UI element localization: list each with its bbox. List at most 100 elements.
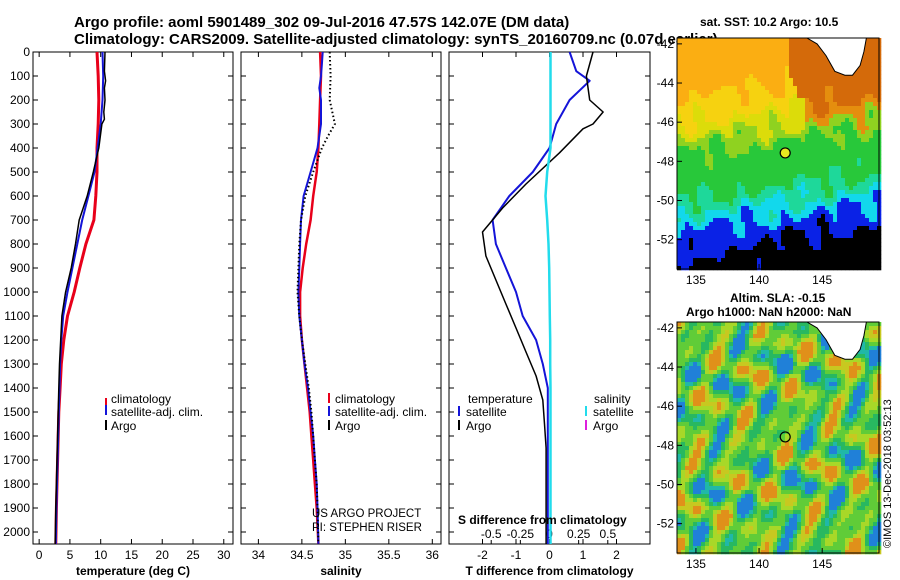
map-cell [793, 266, 798, 271]
map-cell [713, 374, 718, 379]
map-cell [749, 386, 754, 391]
map-cell [797, 202, 802, 207]
map-cell [865, 206, 870, 211]
map-cell [689, 414, 694, 419]
map-cell [833, 430, 838, 435]
map-cell [765, 54, 770, 59]
x-axis-label: temperature (deg C) [76, 564, 190, 578]
map-cell [829, 374, 834, 379]
map-cell [773, 170, 778, 175]
map-cell [709, 74, 714, 79]
map-cell [689, 326, 694, 331]
map-cell [705, 102, 710, 107]
map-cell [681, 42, 686, 47]
map-cell [781, 106, 786, 111]
map-cell [789, 446, 794, 451]
map-cell [813, 338, 818, 343]
map-cell [793, 250, 798, 255]
map-cell [861, 182, 866, 187]
map-cell [849, 82, 854, 87]
map-cell [829, 94, 834, 99]
map-cell [689, 250, 694, 255]
map-cell [841, 118, 846, 123]
map-cell [785, 402, 790, 407]
map-cell [709, 154, 714, 159]
map-cell [857, 154, 862, 159]
map-cell [709, 426, 714, 431]
map-cell [865, 218, 870, 223]
map-cell [697, 174, 702, 179]
map-cell [681, 250, 686, 255]
map-cell [709, 186, 714, 191]
map-cell [817, 150, 822, 155]
map-cell [701, 86, 706, 91]
map-cell [697, 382, 702, 387]
map-cell [857, 226, 862, 231]
map-cell [853, 446, 858, 451]
map-cell [761, 386, 766, 391]
map-cell [777, 438, 782, 443]
map-cell [741, 322, 746, 327]
map-cell [721, 70, 726, 75]
map-cell [773, 386, 778, 391]
map-cell [809, 106, 814, 111]
map-cell [721, 146, 726, 151]
map-cell [753, 450, 758, 455]
map-cell [821, 238, 826, 243]
map-cell [813, 350, 818, 355]
map-cell [705, 246, 710, 251]
map-cell [693, 450, 698, 455]
map-cell [789, 330, 794, 335]
map-cell [677, 434, 682, 439]
map-cell [701, 90, 706, 95]
map-cell [713, 458, 718, 463]
map-cell [741, 366, 746, 371]
map-cell [841, 366, 846, 371]
map-cell [857, 262, 862, 267]
map-cell [697, 402, 702, 407]
map-cell [681, 258, 686, 263]
map-cell [725, 418, 730, 423]
map-cell [841, 398, 846, 403]
map-cell [769, 154, 774, 159]
map-cell [689, 90, 694, 95]
map-cell [789, 190, 794, 195]
map-cell [733, 234, 738, 239]
map-cell [697, 358, 702, 363]
map-cell [697, 82, 702, 87]
map-cell [721, 378, 726, 383]
map-cell [701, 102, 706, 107]
map-cell [857, 242, 862, 247]
map-cell [789, 86, 794, 91]
map-cell [689, 382, 694, 387]
map-cell [697, 334, 702, 339]
map-cell [785, 186, 790, 191]
map-cell [869, 250, 874, 255]
map-cell [869, 414, 874, 419]
map-cell [865, 78, 870, 83]
map-cell [769, 434, 774, 439]
map-cell [733, 86, 738, 91]
map-cell [717, 194, 722, 199]
map-cell [853, 398, 858, 403]
map-cell [857, 438, 862, 443]
map-cell [697, 250, 702, 255]
map-cell [833, 210, 838, 215]
map-cell [809, 246, 814, 251]
map-cell [797, 122, 802, 127]
map-cell [801, 242, 806, 247]
map-cell [725, 146, 730, 151]
map-cell [829, 418, 834, 423]
map-cell [741, 190, 746, 195]
map-cell [725, 238, 730, 243]
map-cell [809, 242, 814, 247]
map-cell [817, 166, 822, 171]
map-cell [857, 66, 862, 71]
map-cell [765, 338, 770, 343]
map-cell [693, 150, 698, 155]
map-cell [697, 426, 702, 431]
map-cell [737, 374, 742, 379]
map-cell [737, 198, 742, 203]
map-cell [829, 166, 834, 171]
map-cell [741, 214, 746, 219]
